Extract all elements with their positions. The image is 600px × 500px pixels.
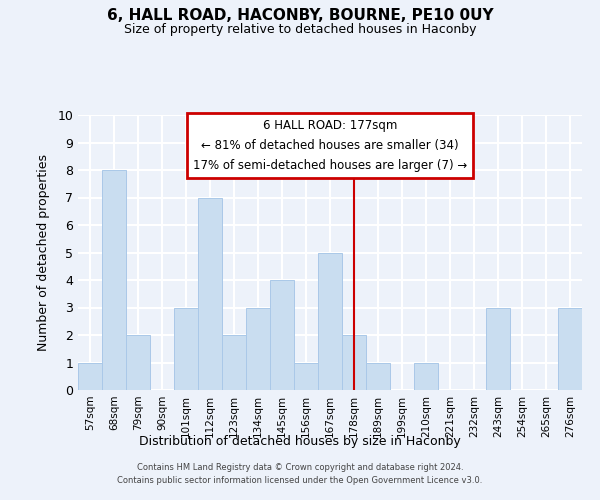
Bar [78,362,102,390]
Text: Contains public sector information licensed under the Open Government Licence v3: Contains public sector information licen… [118,476,482,485]
Bar [342,335,366,390]
Bar [318,252,342,390]
Y-axis label: Number of detached properties: Number of detached properties [37,154,50,351]
Bar [222,335,246,390]
Text: 6 HALL ROAD: 177sqm
← 81% of detached houses are smaller (34)
17% of semi-detach: 6 HALL ROAD: 177sqm ← 81% of detached ho… [193,119,467,172]
Bar [558,308,582,390]
Text: Distribution of detached houses by size in Haconby: Distribution of detached houses by size … [139,435,461,448]
Bar [174,308,198,390]
Bar [270,280,294,390]
Bar [366,362,390,390]
Bar [246,308,270,390]
Bar [486,308,510,390]
Text: Size of property relative to detached houses in Haconby: Size of property relative to detached ho… [124,22,476,36]
Text: Contains HM Land Registry data © Crown copyright and database right 2024.: Contains HM Land Registry data © Crown c… [137,464,463,472]
Bar [294,362,318,390]
Bar [126,335,150,390]
Text: 6, HALL ROAD, HACONBY, BOURNE, PE10 0UY: 6, HALL ROAD, HACONBY, BOURNE, PE10 0UY [107,8,493,22]
Bar [198,198,222,390]
Bar [102,170,126,390]
Bar [414,362,438,390]
